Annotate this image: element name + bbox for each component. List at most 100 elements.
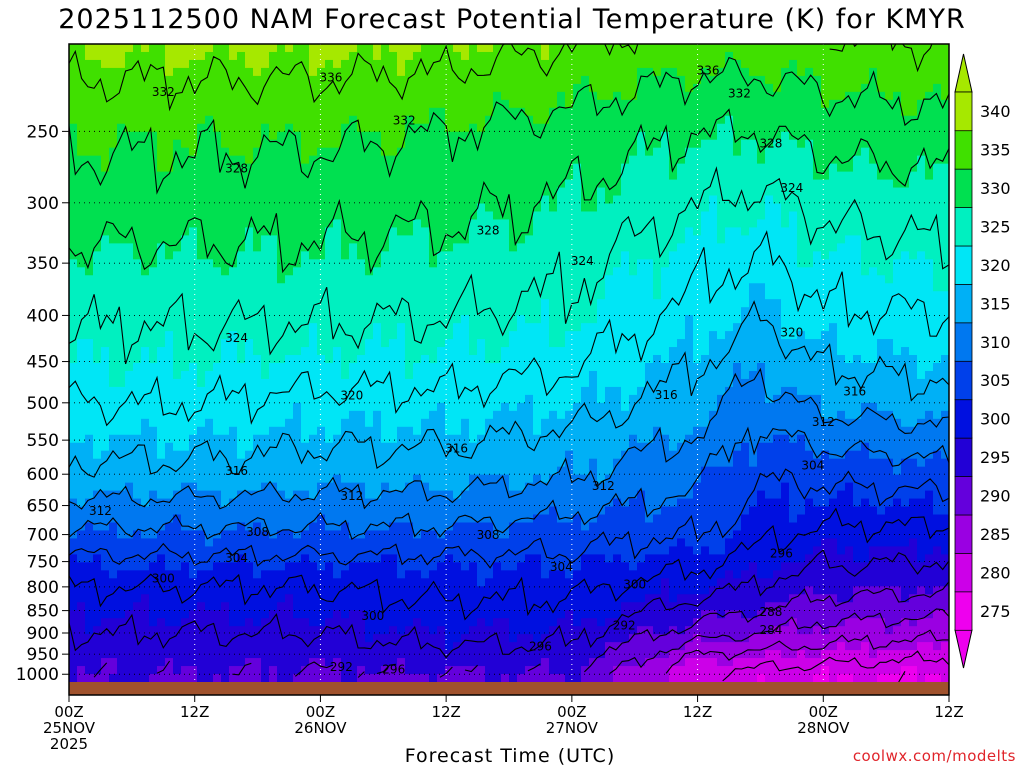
field-cell (477, 291, 486, 300)
field-cell (493, 307, 502, 316)
field-cell (77, 243, 86, 252)
field-cell (445, 179, 454, 189)
field-cell (221, 51, 230, 61)
field-cell (445, 378, 454, 388)
field-cell (77, 179, 86, 189)
field-cell (397, 482, 406, 492)
field-cell (237, 211, 246, 221)
field-cell (557, 386, 566, 396)
field-cell (285, 187, 294, 197)
field-cell (445, 99, 454, 109)
field-cell (181, 259, 190, 268)
field-cell (101, 291, 110, 300)
field-cell (565, 251, 574, 260)
field-cell (277, 267, 286, 276)
field-cell (437, 219, 446, 229)
field-cell (69, 562, 78, 571)
field-cell (213, 59, 222, 69)
field-cell (549, 546, 558, 555)
field-cell (269, 434, 278, 444)
field-cell (269, 562, 278, 571)
field-cell (557, 442, 566, 452)
field-cell (413, 179, 422, 189)
field-cell (213, 179, 222, 189)
field-cell (245, 235, 254, 244)
field-cell (301, 666, 310, 675)
field-cell (237, 171, 246, 181)
field-cell (189, 474, 198, 484)
field-cell (397, 235, 406, 244)
field-cell (237, 355, 246, 364)
field-cell (69, 219, 78, 229)
field-cell (309, 466, 318, 476)
field-cell (325, 578, 334, 587)
field-cell (173, 618, 182, 627)
field-cell (197, 410, 206, 420)
field-cell (237, 51, 246, 61)
field-cell (149, 602, 158, 611)
field-cell (541, 370, 550, 380)
field-cell (197, 402, 206, 412)
field-cell (509, 171, 518, 181)
field-cell (277, 418, 286, 428)
field-cell (101, 386, 110, 396)
field-cell (293, 123, 302, 133)
field-cell (421, 530, 430, 540)
field-cell (477, 75, 486, 85)
field-cell (525, 370, 534, 380)
field-cell (541, 506, 550, 516)
field-cell (221, 331, 230, 340)
field-cell (445, 67, 454, 77)
field-cell (93, 530, 102, 540)
field-cell (445, 347, 454, 356)
field-cell (77, 610, 86, 619)
field-cell (277, 642, 286, 651)
field-cell (157, 626, 166, 635)
field-cell (181, 195, 190, 205)
field-cell (237, 418, 246, 428)
field-cell (413, 402, 422, 412)
field-cell (453, 482, 462, 492)
field-cell (237, 466, 246, 476)
field-cell (93, 259, 102, 268)
field-cell (437, 578, 446, 587)
field-cell (509, 586, 518, 595)
field-cell (493, 594, 502, 603)
field-cell (381, 386, 390, 396)
field-cell (261, 291, 270, 300)
field-cell (229, 442, 238, 452)
field-cell (245, 44, 254, 53)
field-cell (389, 347, 398, 356)
field-cell (133, 44, 142, 53)
field-cell (109, 466, 118, 476)
field-cell (173, 626, 182, 635)
field-cell (245, 522, 254, 532)
field-cell (77, 482, 86, 492)
field-cell (533, 331, 542, 340)
field-cell (229, 299, 238, 308)
field-cell (285, 331, 294, 340)
field-cell (333, 658, 342, 667)
field-cell (437, 299, 446, 308)
field-cell (85, 131, 94, 141)
field-cell (197, 562, 206, 571)
field-cell (533, 307, 542, 316)
field-cell (277, 155, 286, 165)
field-cell (517, 259, 526, 268)
field-cell (157, 674, 166, 682)
field-cell (277, 59, 286, 69)
field-cell (261, 44, 270, 53)
field-cell (125, 107, 134, 117)
field-cell (141, 658, 150, 667)
field-cell (245, 450, 254, 460)
field-cell (501, 602, 510, 611)
field-cell (221, 195, 230, 205)
field-cell (325, 275, 334, 284)
field-cell (141, 474, 150, 484)
field-cell (205, 107, 214, 117)
field-cell (325, 75, 334, 85)
field-cell (181, 666, 190, 675)
field-cell (373, 442, 382, 452)
field-cell (493, 99, 502, 109)
field-cell (229, 235, 238, 244)
